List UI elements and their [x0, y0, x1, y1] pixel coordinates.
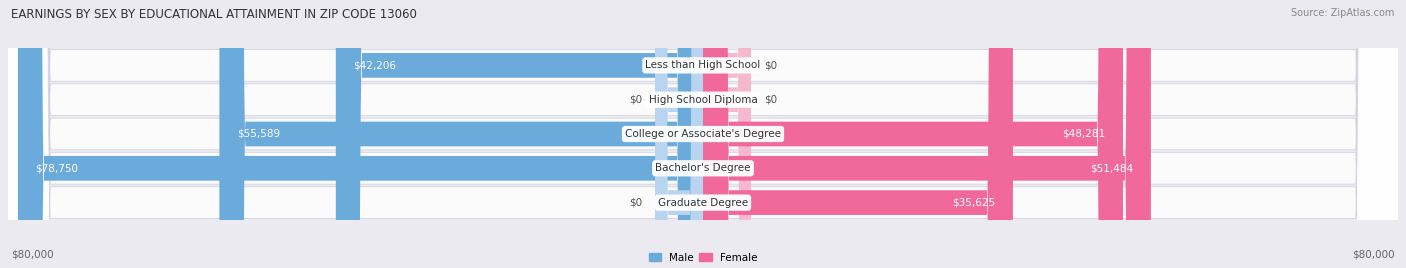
FancyBboxPatch shape	[655, 0, 703, 268]
FancyBboxPatch shape	[703, 0, 751, 268]
Text: $0: $0	[763, 60, 778, 70]
FancyBboxPatch shape	[219, 0, 703, 268]
Text: Source: ZipAtlas.com: Source: ZipAtlas.com	[1291, 8, 1395, 18]
Text: $0: $0	[628, 198, 643, 208]
FancyBboxPatch shape	[7, 0, 1399, 268]
Text: High School Diploma: High School Diploma	[648, 95, 758, 105]
Text: $80,000: $80,000	[11, 250, 53, 260]
Text: $0: $0	[628, 95, 643, 105]
FancyBboxPatch shape	[703, 0, 1123, 268]
FancyBboxPatch shape	[703, 0, 1012, 268]
Text: $80,000: $80,000	[1353, 250, 1395, 260]
FancyBboxPatch shape	[336, 0, 703, 268]
Text: $55,589: $55,589	[236, 129, 280, 139]
Text: $78,750: $78,750	[35, 163, 79, 173]
Text: $35,625: $35,625	[952, 198, 995, 208]
Text: Less than High School: Less than High School	[645, 60, 761, 70]
Text: $42,206: $42,206	[353, 60, 396, 70]
FancyBboxPatch shape	[18, 0, 703, 268]
Legend: Male, Female: Male, Female	[648, 252, 758, 263]
Text: $51,484: $51,484	[1091, 163, 1133, 173]
FancyBboxPatch shape	[7, 0, 1399, 268]
Text: Bachelor's Degree: Bachelor's Degree	[655, 163, 751, 173]
Text: College or Associate's Degree: College or Associate's Degree	[626, 129, 780, 139]
Text: Graduate Degree: Graduate Degree	[658, 198, 748, 208]
Text: $48,281: $48,281	[1063, 129, 1105, 139]
Text: $0: $0	[763, 95, 778, 105]
FancyBboxPatch shape	[703, 0, 751, 268]
FancyBboxPatch shape	[7, 0, 1399, 268]
FancyBboxPatch shape	[7, 0, 1399, 268]
FancyBboxPatch shape	[703, 0, 1152, 268]
Text: EARNINGS BY SEX BY EDUCATIONAL ATTAINMENT IN ZIP CODE 13060: EARNINGS BY SEX BY EDUCATIONAL ATTAINMEN…	[11, 8, 418, 21]
FancyBboxPatch shape	[655, 0, 703, 268]
FancyBboxPatch shape	[7, 0, 1399, 268]
